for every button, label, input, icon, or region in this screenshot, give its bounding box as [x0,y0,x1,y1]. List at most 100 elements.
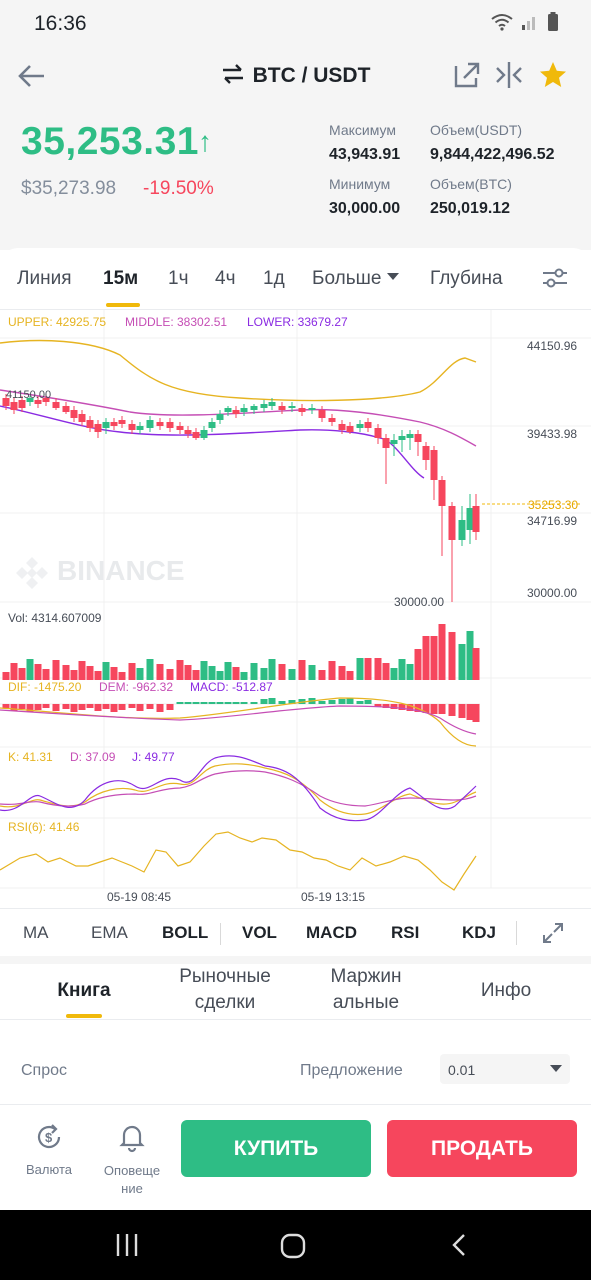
volume-bar [298,660,306,680]
macd-bar [448,704,456,716]
tab-info[interactable]: Инфо [480,980,532,1001]
compare-icon[interactable] [494,60,524,90]
tab-market-trades-line2: сделки [194,992,256,1013]
candle-body [382,438,390,448]
kdj-k-label: K: 41.31 [8,750,53,764]
macd-bar [86,704,94,708]
tab-margin[interactable]: Маржин альные [304,964,428,1016]
alerts-button[interactable]: Оповеще ние [96,1121,168,1198]
candle-body [192,432,200,438]
section-separator [0,956,591,964]
caret-down-icon [550,1065,562,1072]
bollinger-bands [0,339,477,479]
volume-bar [102,662,110,680]
macd-bar [10,704,18,711]
tab-order-book[interactable]: Книга [57,980,111,1001]
vol-btc-label: Объем(BTC) [430,176,512,192]
candle-body [308,408,316,410]
active-tab-indicator [106,303,140,307]
candle-body [34,400,42,404]
recent-apps-icon[interactable] [114,1232,140,1258]
tab-market-trades[interactable]: Рыночные сделки [160,964,290,1016]
candle-body [2,398,10,406]
fullscreen-icon[interactable] [541,921,565,945]
rsi-panel [0,831,477,891]
volume-bar [78,661,86,680]
tab-line[interactable]: Линия [17,268,72,289]
boll-lower-label: LOWER: 33679.27 [247,315,348,329]
sell-button[interactable]: ПРОДАТЬ [387,1120,577,1177]
volume-bar [42,669,50,680]
volume-bar [146,659,154,680]
macd-bar [250,702,258,704]
chart-settings-icon[interactable] [541,266,569,290]
volume-bar [288,669,296,680]
boll-upper-line [0,339,477,402]
macd-bar [346,698,354,704]
indicator-ema[interactable]: EMA [91,923,128,942]
candle-body [26,398,34,402]
volume-bar [430,636,438,680]
macd-bar [240,702,248,704]
indicator-macd[interactable]: MACD [306,923,357,942]
tab-more-label: Больше [312,268,382,289]
volume-bar [70,670,78,680]
external-link-icon[interactable] [452,60,482,90]
home-icon[interactable] [279,1232,307,1260]
indicator-rsi[interactable]: RSI [391,923,420,942]
indicator-kdj[interactable]: KDJ [462,923,497,942]
high-marker: 41150.00 [6,389,51,401]
tab-1d[interactable]: 1д [263,268,285,289]
volume-bar [176,660,184,680]
favorite-star-icon[interactable] [538,60,568,90]
candle-body [10,402,18,410]
macd-bar [472,704,480,722]
indicator-boll[interactable]: BOLL [162,923,209,942]
candle-body [102,422,110,428]
volume-bar [438,624,446,680]
candle-body [328,418,336,422]
volume-bar [224,662,232,680]
candle-body [268,402,276,406]
indicator-vol[interactable]: VOL [242,923,277,942]
back-nav-icon[interactable] [447,1232,473,1258]
volume-bar [414,649,422,680]
volume-bar [18,668,26,680]
macd-bar [216,702,224,704]
kline-chart-area[interactable]: BINANCE UPPER: 42925.75 MIDDLE: 38302.51… [0,310,591,908]
tab-4h[interactable]: 4ч [215,268,236,289]
tab-depth[interactable]: Глубина [430,268,503,289]
macd-bar [398,704,406,710]
binance-watermark: BINANCE [16,555,185,589]
macd-bar [184,702,192,704]
back-arrow-icon[interactable] [14,58,50,94]
tab-1h[interactable]: 1ч [168,268,189,289]
tab-more[interactable]: Больше [312,268,399,290]
pair-title[interactable]: BTC / USDT [0,64,591,88]
vol-btc-value: 250,019.12 [430,200,511,217]
kline-chart[interactable]: BINANCE UPPER: 42925.75 MIDDLE: 38302.51… [0,310,591,908]
buy-button[interactable]: КУПИТЬ [181,1120,371,1177]
volume-bar [448,632,456,680]
volume-bar [2,672,10,680]
candle-body [374,428,382,438]
alerts-label-line2: ние [121,1181,143,1196]
candle-body [62,406,70,412]
volume-bar [156,664,164,680]
currency-button[interactable]: $ Валюта [18,1121,80,1177]
volume-bar [466,631,474,680]
macd-bar [438,704,446,714]
volume-bar [308,665,316,680]
macd-bar [62,704,70,709]
precision-select[interactable]: 0.01 [440,1054,570,1084]
macd-bar [224,702,232,704]
candle-body [232,410,240,414]
tab-15m[interactable]: 15м [103,268,139,289]
bell-icon [119,1125,145,1153]
indicator-selector: MA EMA BOLL VOL MACD RSI KDJ [0,908,591,956]
macd-bar [136,704,144,711]
macd-panel [0,697,480,747]
price-usd: $35,273.98 [21,178,117,199]
indicator-ma[interactable]: MA [23,923,49,942]
macd-bar [406,704,414,711]
